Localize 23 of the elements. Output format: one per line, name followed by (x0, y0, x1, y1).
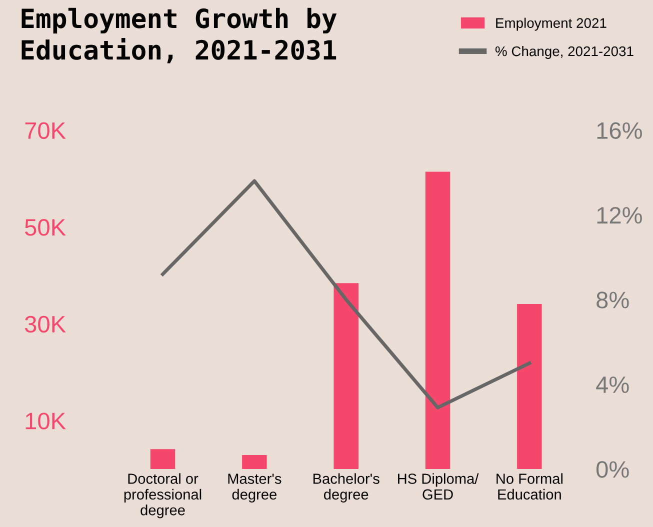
y2-tick-label: 12% (597, 206, 642, 224)
line-series (161, 179, 532, 410)
legend-label: % Change, 2021-2031 (495, 46, 634, 59)
y-tick-label: 70K (25, 122, 66, 139)
bar (150, 449, 176, 470)
x-tick-label: Doctoral or professional degree (124, 473, 202, 518)
x-tick-label: Bachelor's degree (313, 473, 380, 502)
x-tick-label: No Formal Education (496, 473, 562, 500)
x-tick-label: HS Diploma/ GED (398, 473, 479, 500)
y-tick-label: 50K (25, 219, 66, 236)
legend-label: Employment 2021 (496, 18, 606, 31)
y2-tick-label: 16% (597, 122, 642, 139)
bar (334, 283, 358, 470)
y2-tick-label: 4% (596, 376, 629, 394)
y2-tick-label: 8% (596, 292, 629, 308)
y2-tick-label: 0% (596, 461, 629, 478)
y-tick-label: 30K (24, 316, 66, 333)
bar (517, 304, 542, 470)
bar (242, 454, 267, 470)
y-tick-label: 10K (26, 412, 66, 430)
chart-title: Employment Growth by Education, 2021-2031 (22, 8, 337, 64)
x-tick-label: Master's degree (228, 474, 282, 502)
bar (425, 172, 450, 470)
